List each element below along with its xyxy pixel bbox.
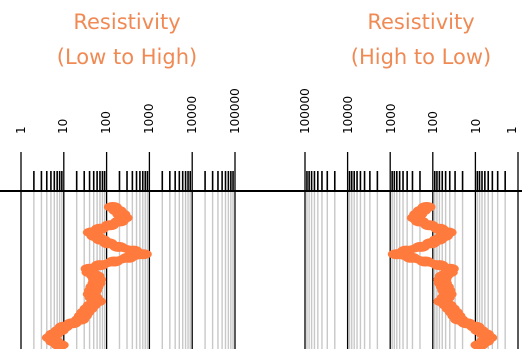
left-scale-label: 10 xyxy=(56,119,70,134)
right-resistivity-curve xyxy=(387,202,498,349)
right-scale-label: 10000 xyxy=(341,96,355,134)
curve-segment xyxy=(475,337,489,349)
left-scale-label: 100 xyxy=(99,111,113,134)
right-title-line1: Resistivity xyxy=(367,10,474,34)
left-title-line2: (Low to High) xyxy=(57,45,197,69)
left-resistivity-curve xyxy=(41,202,152,349)
left-scale-label: 1 xyxy=(14,126,28,134)
left-scale-label: 1000 xyxy=(142,103,156,134)
curve-segment xyxy=(50,337,64,349)
left-title-line1: Resistivity xyxy=(73,10,180,34)
right-scale-label: 10 xyxy=(469,119,483,134)
right-title-line2: (High to Low) xyxy=(351,45,491,69)
right-scale-labels: 100000 10000 1000 100 10 1 xyxy=(298,88,519,134)
left-scale-label: 10000 xyxy=(185,96,199,134)
right-scale-label: 100000 xyxy=(298,88,312,134)
right-scale-label: 1 xyxy=(505,126,519,134)
left-scale-label: 100000 xyxy=(228,88,242,134)
right-scale-label: 100 xyxy=(426,111,440,134)
right-scale-label: 1000 xyxy=(384,103,398,134)
left-scale-labels: 1 10 100 1000 10000 100000 xyxy=(14,88,242,134)
